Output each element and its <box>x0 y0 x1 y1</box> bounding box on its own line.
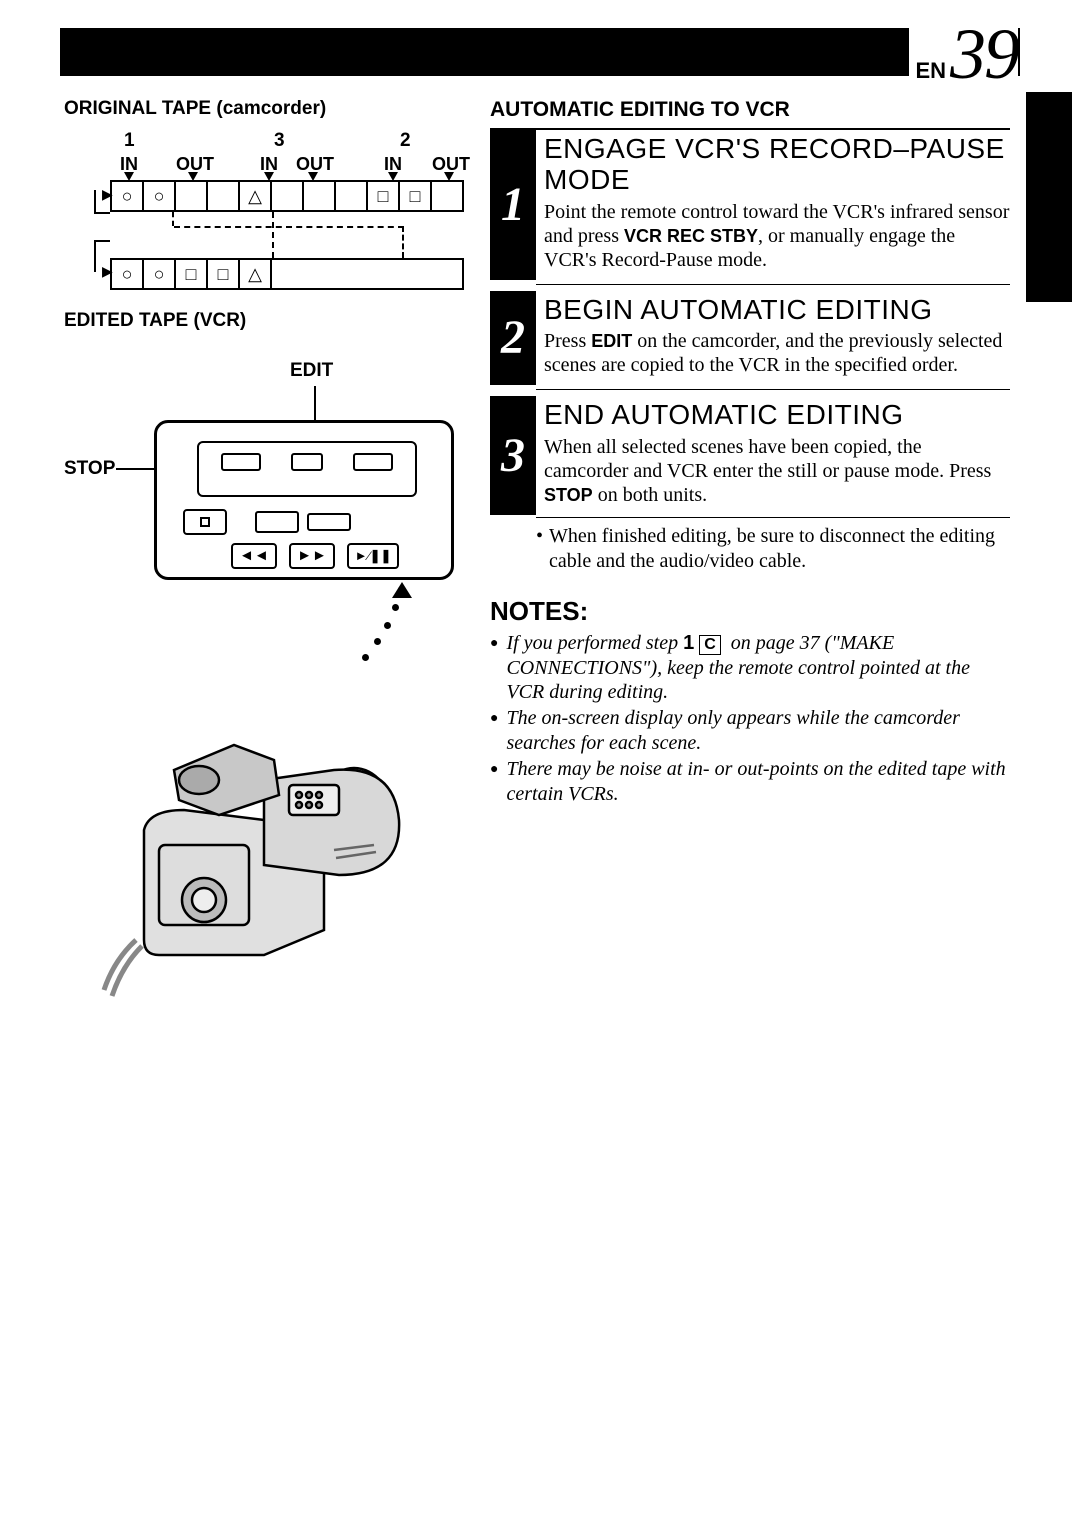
tape-diagram: 1 3 2 IN OUT IN OUT IN OUT ○ ○ △ □ □ <box>64 130 464 300</box>
lead-line <box>94 190 96 214</box>
note-boxed-c: C <box>699 635 721 655</box>
page-lang: EN <box>915 58 946 83</box>
step-number: 3 <box>490 396 536 515</box>
page-num-value: 39 <box>950 14 1018 94</box>
remote-button <box>307 513 351 531</box>
note-text: The on-screen display only appears while… <box>506 706 1010 755</box>
side-tab <box>1026 92 1072 302</box>
marker-2: 2 <box>400 130 411 152</box>
note-text: There may be noise at in- or out-points … <box>506 757 1010 806</box>
step-text: Press <box>544 330 591 352</box>
step-number: 1 <box>490 130 536 280</box>
lead-line <box>94 242 96 272</box>
dash-line <box>172 212 174 226</box>
divider <box>536 389 1010 390</box>
step-heading: ENGAGE VCR'S RECORD–PAUSE MODE <box>544 134 1010 196</box>
step-text: When all selected scenes have been copie… <box>544 436 991 482</box>
lead-line <box>94 212 110 214</box>
remote-and-camcorder: EDIT STOP ◄◄ ►► ►⁄❚❚ <box>64 360 464 1000</box>
dash-line <box>402 226 404 258</box>
note-item: There may be noise at in- or out-points … <box>490 757 1010 806</box>
note-item: The on-screen display only appears while… <box>490 706 1010 755</box>
step-3: 3 END AUTOMATIC EDITING When all selecte… <box>490 396 1010 515</box>
section-title: AUTOMATIC EDITING TO VCR <box>490 98 1010 122</box>
note-text: If you performed step <box>506 632 683 654</box>
step-heading: END AUTOMATIC EDITING <box>544 400 1010 431</box>
remote-button <box>221 453 261 471</box>
notes-list: If you performed step 1 C on page 37 ("M… <box>490 631 1010 806</box>
marker-3: 3 <box>274 130 285 152</box>
step-bold: STOP <box>544 485 593 505</box>
header-bar <box>60 28 1020 76</box>
notes-block: NOTES: If you performed step 1 C on page… <box>490 596 1010 806</box>
step-2: 2 BEGIN AUTOMATIC EDITING Press EDIT on … <box>490 291 1010 386</box>
left-column: ORIGINAL TAPE (camcorder) 1 3 2 IN OUT I… <box>64 98 464 1000</box>
remote-rew-button: ◄◄ <box>231 543 277 569</box>
step-body: Point the remote control toward the VCR'… <box>544 200 1010 272</box>
step-bold: VCR REC STBY <box>624 226 758 246</box>
ir-arrow-icon <box>392 582 412 598</box>
dash-line <box>272 212 274 258</box>
camcorder-illustration <box>64 650 464 1000</box>
dash-line <box>174 226 404 228</box>
lead-line <box>94 240 110 242</box>
right-column: AUTOMATIC EDITING TO VCR 1 ENGAGE VCR'S … <box>490 98 1010 808</box>
original-tape-row: ○ ○ △ □ □ <box>110 180 464 212</box>
post-note: When finished editing, be sure to discon… <box>536 517 1010 574</box>
arrow-right-icon: ▶ <box>102 187 113 204</box>
note-bold: 1 <box>683 632 694 654</box>
note-item: If you performed step 1 C on page 37 ("M… <box>490 631 1010 704</box>
remote-playpause-button: ►⁄❚❚ <box>347 543 399 569</box>
remote-button <box>353 453 393 471</box>
step-body: When all selected scenes have been copie… <box>544 435 1010 507</box>
post-note-text: When finished editing, be sure to discon… <box>549 524 1010 574</box>
marker-1: 1 <box>124 130 135 152</box>
step-number: 2 <box>490 291 536 386</box>
original-tape-label: ORIGINAL TAPE (camcorder) <box>64 98 464 120</box>
remote-button-edit <box>291 453 323 471</box>
step-body: Press EDIT on the camcorder, and the pre… <box>544 329 1010 377</box>
edit-callout-line <box>314 386 316 422</box>
stop-callout-label: STOP <box>64 458 115 480</box>
step-bold: EDIT <box>591 331 632 351</box>
step-1: 1 ENGAGE VCR'S RECORD–PAUSE MODE Point t… <box>490 128 1010 280</box>
remote-stop-button <box>183 509 227 535</box>
remote-ff-button: ►► <box>289 543 335 569</box>
page-number: EN 39 <box>909 18 1018 90</box>
edited-tape-row: ○ ○ □ □ △ <box>110 258 464 290</box>
step-text: on both units. <box>593 484 707 506</box>
remote-button <box>255 511 299 533</box>
step-heading: BEGIN AUTOMATIC EDITING <box>544 295 1010 326</box>
remote-control: ◄◄ ►► ►⁄❚❚ <box>154 420 454 580</box>
edit-callout-label: EDIT <box>290 360 333 382</box>
edited-tape-label: EDITED TAPE (VCR) <box>64 310 464 332</box>
divider <box>536 284 1010 285</box>
notes-title: NOTES: <box>490 596 1010 627</box>
arrow-right-icon: ▶ <box>102 264 113 281</box>
